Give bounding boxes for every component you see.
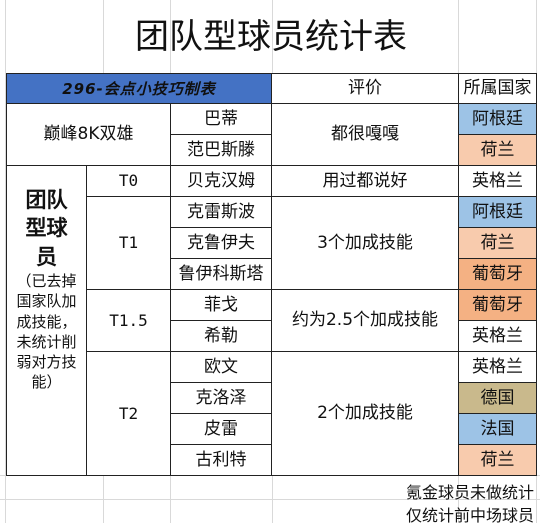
player-name: 皮雷 [170,413,272,445]
player-name: 范巴斯滕 [170,134,272,166]
player-name: 菲戈 [170,289,272,321]
tier-rating: 用过都说好 [271,165,459,197]
player-name: 克洛泽 [170,382,272,414]
country-cell: 德国 [458,382,537,414]
country-cell: 阿根廷 [458,196,537,228]
country-cell: 英格兰 [458,351,537,383]
player-name: 古利特 [170,444,272,476]
player-name: 鲁伊科斯塔 [170,258,272,290]
tier-label: T2 [86,351,171,476]
footnote: 仅统计前中场球员 [405,506,534,525]
player-name: 贝克汉姆 [170,165,272,197]
team-type-note: （已去掉国家队加成技能，未统计削弱对方技能） [16,272,77,392]
country-cell: 英格兰 [458,165,537,197]
tier-label: T1.5 [86,289,171,352]
tier-label: T1 [86,196,171,290]
player-name: 克鲁伊夫 [170,227,272,259]
peak-duo-label: 巅峰8K双雄 [6,103,171,166]
country-cell: 荷兰 [458,444,537,476]
team-type-title: 团队型球员 [25,188,68,269]
player-name: 克雷斯波 [170,196,272,228]
tier-label: T0 [86,165,171,197]
country-cell: 葡萄牙 [458,289,537,321]
tier-rating: 约为2.5个加成技能 [271,289,459,352]
footnote: 氪金球员未做统计 [405,483,534,502]
peak-rating: 都很嘎嘎 [271,103,459,166]
tier-rating: 2个加成技能 [271,351,459,476]
country-cell: 法国 [458,413,537,445]
banner-header: 296-会点小技巧制表 [6,73,272,104]
page-title: 团队型球员统计表 [135,16,407,57]
country-cell: 阿根廷 [458,103,537,135]
tier-rating: 3个加成技能 [271,196,459,290]
player-name: 欧文 [170,351,272,383]
country-cell: 英格兰 [458,320,537,352]
player-name: 巴蒂 [170,103,272,135]
country-column-header: 所属国家 [458,73,537,104]
country-cell: 荷兰 [458,134,537,166]
player-name: 希勒 [170,320,272,352]
rating-column-header: 评价 [271,73,459,104]
country-cell: 荷兰 [458,227,537,259]
country-cell: 葡萄牙 [458,258,537,290]
team-type-label: 团队型球员 （已去掉国家队加成技能，未统计削弱对方技能） [6,165,87,476]
